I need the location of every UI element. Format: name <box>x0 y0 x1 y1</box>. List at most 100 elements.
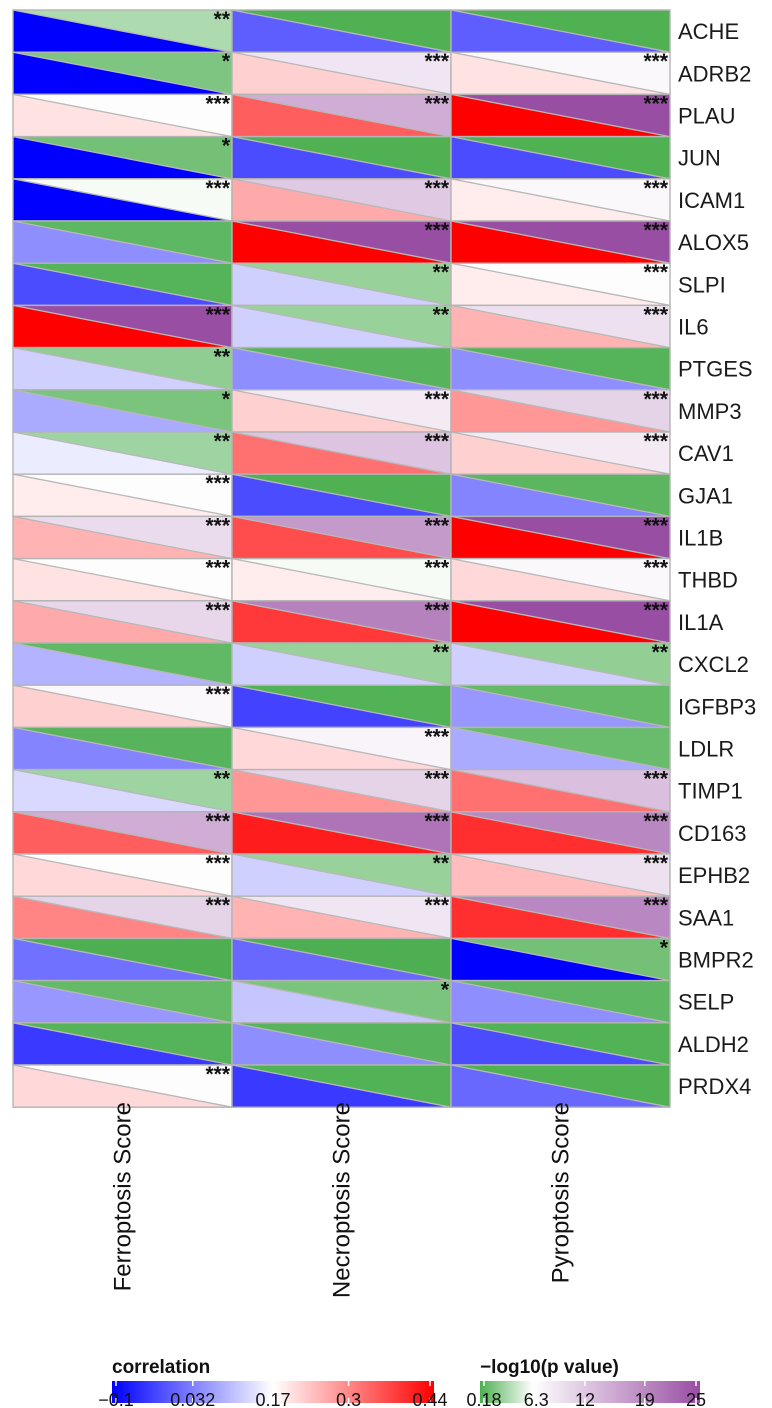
row-label: ADRB2 <box>678 61 751 86</box>
heatmap-cell: *** <box>231 725 452 771</box>
cell-diagonal <box>12 262 233 307</box>
significance-mark: *** <box>643 599 668 622</box>
cell-diagonal <box>12 726 233 771</box>
cell-diagonal <box>12 51 233 96</box>
significance-mark: *** <box>643 50 668 73</box>
heatmap-cell: *** <box>450 50 671 96</box>
significance-mark: *** <box>424 557 449 580</box>
heatmap-cell <box>231 1064 452 1108</box>
significance-mark: *** <box>424 514 449 537</box>
heatmap-cell: ** <box>231 852 452 897</box>
heatmap-cell: *** <box>231 92 452 138</box>
heatmap-cell: ** <box>12 346 233 391</box>
significance-mark: *** <box>424 177 449 200</box>
cell-diagonal <box>231 557 452 602</box>
cell-diagonal <box>12 135 233 180</box>
cell-diagonal <box>231 895 452 940</box>
cell-diagonal <box>231 304 452 349</box>
legend-tick-label: 19 <box>635 1390 655 1408</box>
heatmap-cell: *** <box>12 599 233 644</box>
heatmap-cell <box>450 135 671 180</box>
cell-diagonal <box>450 9 671 53</box>
heatmap-cell <box>12 1022 233 1066</box>
row-label: CXCL2 <box>678 652 749 677</box>
significance-mark: * <box>222 50 231 73</box>
cell-diagonal <box>12 937 233 982</box>
cell-diagonal <box>12 684 233 729</box>
cell-diagonal <box>231 178 452 222</box>
heatmap-cells: *** *** ****** *** ******* *** ****** ***** ****… <box>12 8 671 1108</box>
heatmap-cell: ** <box>12 8 233 53</box>
cell-border <box>450 1064 671 1108</box>
cell-diagonal <box>231 389 452 433</box>
cell-diagonal <box>450 726 671 771</box>
significance-mark: ** <box>214 346 231 369</box>
cell-diagonal <box>12 346 233 391</box>
heatmap-cell: *** <box>450 810 671 855</box>
cell-diagonal <box>231 1022 452 1066</box>
cell-diagonal <box>12 895 233 940</box>
heatmap-cell: * <box>12 50 233 96</box>
significance-mark: *** <box>643 219 668 242</box>
significance-mark: *** <box>643 768 668 791</box>
cell-diagonal <box>231 1064 452 1108</box>
heatmap-cell: *** <box>231 430 452 475</box>
significance-mark: *** <box>424 725 449 748</box>
heatmap-cell <box>450 1064 671 1108</box>
correlation-legend-ticks: −0.1 0.032 0.17 0.3 0.44 <box>98 1381 448 1408</box>
cell-diagonal <box>450 937 671 982</box>
heatmap-cell: * <box>450 936 671 982</box>
row-label: PRDX4 <box>678 1074 751 1099</box>
cell-diagonal <box>12 473 233 518</box>
significance-mark: *** <box>424 599 449 622</box>
legend-tick-label: 25 <box>686 1390 706 1408</box>
significance-mark: *** <box>424 219 449 242</box>
correlation-colorbar <box>112 1381 434 1403</box>
cell-diagonal <box>231 726 452 771</box>
heatmap-cell <box>12 979 233 1024</box>
heatmap-cell <box>450 1022 671 1066</box>
cell-diagonal <box>12 979 233 1024</box>
row-label: MMP3 <box>678 399 742 424</box>
significance-mark: *** <box>643 557 668 580</box>
row-label: ICAM1 <box>678 188 745 213</box>
significance-mark: *** <box>424 430 449 453</box>
cell-diagonal <box>12 93 233 138</box>
row-label: LDLR <box>678 737 734 762</box>
pvalue-legend: −log10(p value) 0.18 6.3 12 19 25 <box>466 1357 706 1408</box>
heatmap-cell: *** <box>450 177 671 222</box>
significance-mark: *** <box>643 430 668 453</box>
column-label: Ferroptosis Score <box>110 1102 137 1291</box>
legend-tick-label: 0.44 <box>412 1390 447 1408</box>
legend-tick-label: −0.1 <box>98 1390 134 1408</box>
cell-diagonal <box>12 811 233 855</box>
column-label: Pyroptosis Score <box>548 1102 575 1283</box>
heatmap-cell: *** <box>12 683 233 729</box>
cell-diagonal <box>231 515 452 560</box>
cell-diagonal <box>231 937 452 982</box>
significance-mark: ** <box>214 8 231 31</box>
row-label: SLPI <box>678 272 726 297</box>
significance-mark: *** <box>205 472 230 495</box>
column-labels: Ferroptosis Score Necroptosis Score Pyropt… <box>110 1102 575 1298</box>
significance-mark: *** <box>424 388 449 411</box>
significance-mark: ** <box>652 641 669 664</box>
significance-mark: *** <box>205 683 230 706</box>
cell-diagonal <box>231 811 452 855</box>
cell-diagonal <box>450 135 671 180</box>
cell-diagonal <box>12 178 233 222</box>
heatmap-cell: * <box>231 979 452 1024</box>
heatmap-cell: *** <box>231 768 452 813</box>
heatmap-cell: ** <box>231 641 452 686</box>
heatmap-cell: *** <box>12 177 233 222</box>
cell-diagonal <box>450 304 671 349</box>
cell-diagonal <box>12 768 233 813</box>
heatmap-cell <box>231 135 452 180</box>
cell-diagonal <box>450 768 671 813</box>
heatmap-cell <box>12 937 233 982</box>
row-label: CAV1 <box>678 441 734 466</box>
significance-mark: ** <box>214 430 231 453</box>
cell-diagonal <box>12 600 233 644</box>
cell-diagonal <box>231 979 452 1024</box>
